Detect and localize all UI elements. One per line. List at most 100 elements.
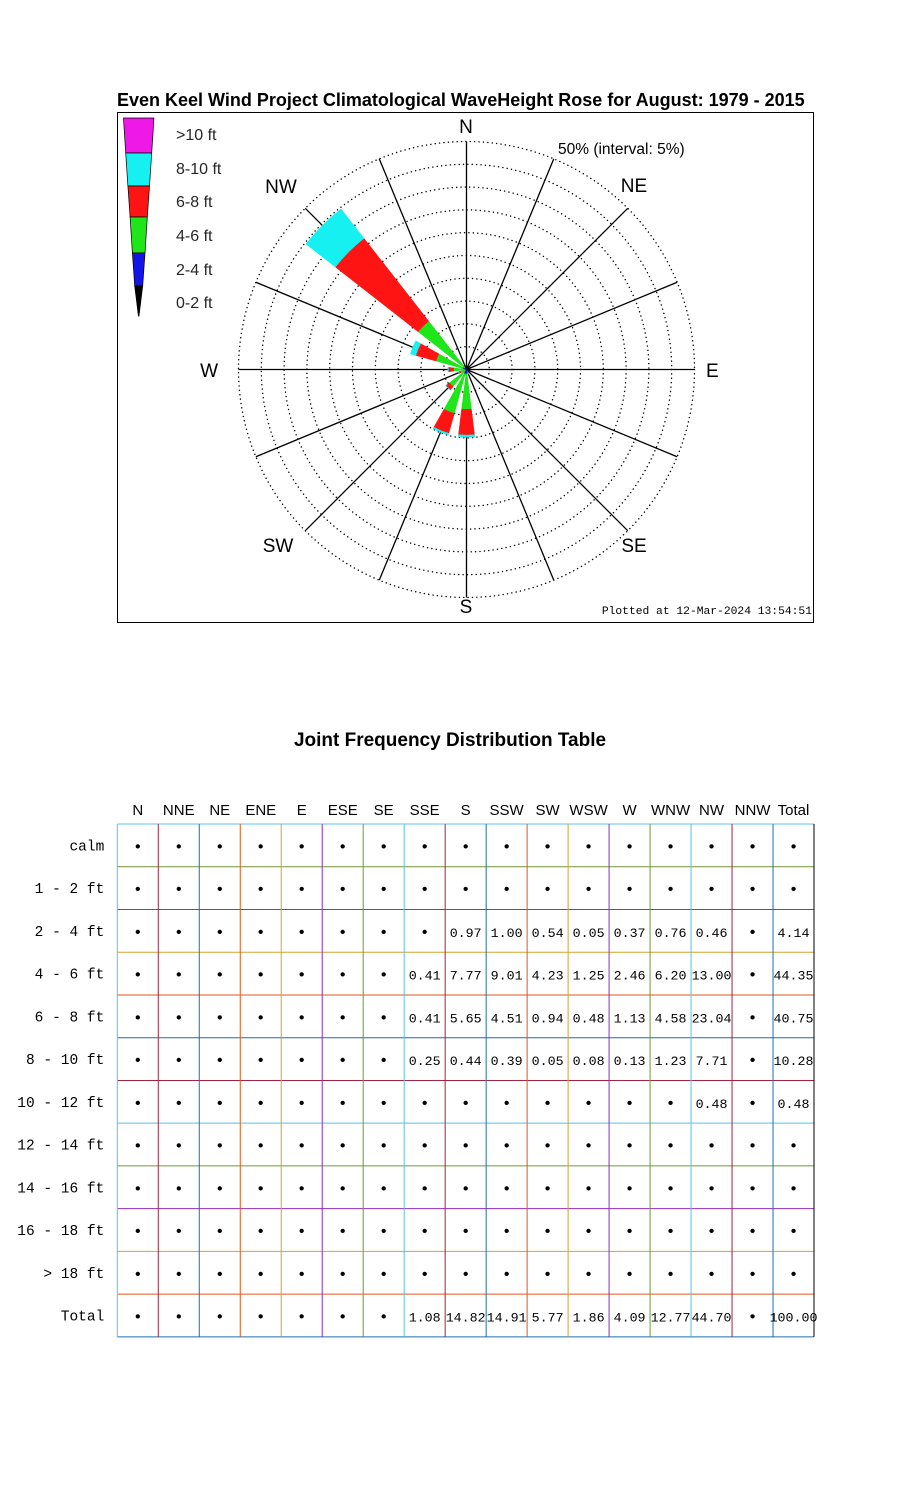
svg-text:0.48: 0.48 [696,1097,728,1112]
svg-text:•: • [135,1223,141,1240]
svg-text:4 - 6 ft: 4 - 6 ft [35,968,105,984]
svg-text:•: • [545,1266,551,1283]
svg-text:8 - 10 ft: 8 - 10 ft [26,1053,104,1069]
svg-text:•: • [217,838,223,855]
svg-text:0.25: 0.25 [409,1054,441,1069]
svg-text:•: • [586,1095,592,1112]
svg-text:0.08: 0.08 [573,1054,605,1069]
svg-text:•: • [750,1138,756,1155]
svg-text:1.25: 1.25 [573,969,605,984]
svg-text:14.82: 14.82 [446,1311,486,1326]
svg-text:•: • [135,1095,141,1112]
svg-text:•: • [217,1095,223,1112]
svg-text:•: • [504,1266,510,1283]
svg-text:NW: NW [699,802,725,819]
svg-text:•: • [258,1095,264,1112]
svg-text:•: • [668,881,674,898]
svg-text:•: • [176,1095,182,1112]
svg-text:•: • [504,1095,510,1112]
svg-text:•: • [381,881,387,898]
svg-text:•: • [299,881,305,898]
svg-text:•: • [176,1266,182,1283]
svg-text:ENE: ENE [245,802,276,819]
svg-text:•: • [545,881,551,898]
svg-text:•: • [709,838,715,855]
svg-text:NW: NW [265,177,297,198]
svg-text:•: • [586,1180,592,1197]
svg-text:•: • [176,967,182,984]
svg-text:•: • [586,838,592,855]
svg-text:8-10 ft: 8-10 ft [176,161,222,178]
svg-text:•: • [135,924,141,941]
svg-text:•: • [627,1138,633,1155]
svg-text:•: • [791,1223,797,1240]
svg-text:0.41: 0.41 [409,969,441,984]
svg-text:•: • [381,838,387,855]
svg-text:1.00: 1.00 [491,926,523,941]
svg-text:•: • [340,1095,346,1112]
svg-text:•: • [750,1266,756,1283]
svg-text:1.23: 1.23 [655,1054,687,1069]
svg-text:•: • [176,924,182,941]
svg-text:•: • [627,838,633,855]
svg-text:WNW: WNW [651,802,691,819]
svg-text:12 - 14 ft: 12 - 14 ft [17,1139,104,1155]
svg-text:14 - 16 ft: 14 - 16 ft [17,1181,104,1197]
svg-text:0.76: 0.76 [655,926,687,941]
svg-text:SSE: SSE [410,802,440,819]
svg-text:NNE: NNE [163,802,195,819]
svg-text:4.14: 4.14 [778,926,810,941]
svg-text:•: • [709,1138,715,1155]
svg-text:•: • [709,881,715,898]
svg-text:13.00: 13.00 [692,969,732,984]
svg-text:•: • [627,1266,633,1283]
svg-text:•: • [504,881,510,898]
svg-text:•: • [381,1223,387,1240]
svg-text:•: • [258,1052,264,1069]
svg-text:6 - 8 ft: 6 - 8 ft [35,1010,105,1026]
svg-text:•: • [299,838,305,855]
svg-text:14.91: 14.91 [487,1311,527,1326]
svg-text:•: • [299,1052,305,1069]
svg-text:Total: Total [778,802,810,819]
svg-text:•: • [463,1138,469,1155]
svg-text:•: • [217,1052,223,1069]
svg-text:W: W [200,361,218,382]
svg-text:•: • [463,1095,469,1112]
svg-text:•: • [217,1309,223,1326]
svg-text:•: • [504,1180,510,1197]
svg-text:•: • [299,1309,305,1326]
svg-text:0.05: 0.05 [573,926,605,941]
svg-text:0.54: 0.54 [532,926,564,941]
svg-text:•: • [340,1052,346,1069]
svg-text:•: • [791,881,797,898]
svg-text:4-6 ft: 4-6 ft [176,228,213,245]
svg-text:4.51: 4.51 [491,1011,523,1026]
svg-text:1.86: 1.86 [573,1311,605,1326]
svg-text:ESE: ESE [328,802,358,819]
svg-text:•: • [299,1180,305,1197]
svg-text:•: • [586,881,592,898]
svg-text:4.09: 4.09 [614,1311,646,1326]
svg-text:•: • [381,967,387,984]
svg-text:44.35: 44.35 [774,969,814,984]
svg-text:0.48: 0.48 [573,1011,605,1026]
svg-text:5.77: 5.77 [532,1311,564,1326]
svg-text:•: • [668,1180,674,1197]
svg-text:0.46: 0.46 [696,926,728,941]
svg-text:•: • [135,1052,141,1069]
svg-text:•: • [381,1138,387,1155]
svg-text:•: • [463,838,469,855]
svg-text:•: • [217,881,223,898]
svg-text:•: • [135,1266,141,1283]
svg-text:•: • [709,1180,715,1197]
svg-text:0.37: 0.37 [614,926,646,941]
svg-text:•: • [135,881,141,898]
svg-text:•: • [586,1138,592,1155]
svg-text:SE: SE [621,536,646,557]
svg-text:0-2 ft: 0-2 ft [176,295,213,312]
svg-text:•: • [545,1138,551,1155]
svg-text:•: • [176,1223,182,1240]
svg-text:0.13: 0.13 [614,1054,646,1069]
svg-text:•: • [422,1180,428,1197]
